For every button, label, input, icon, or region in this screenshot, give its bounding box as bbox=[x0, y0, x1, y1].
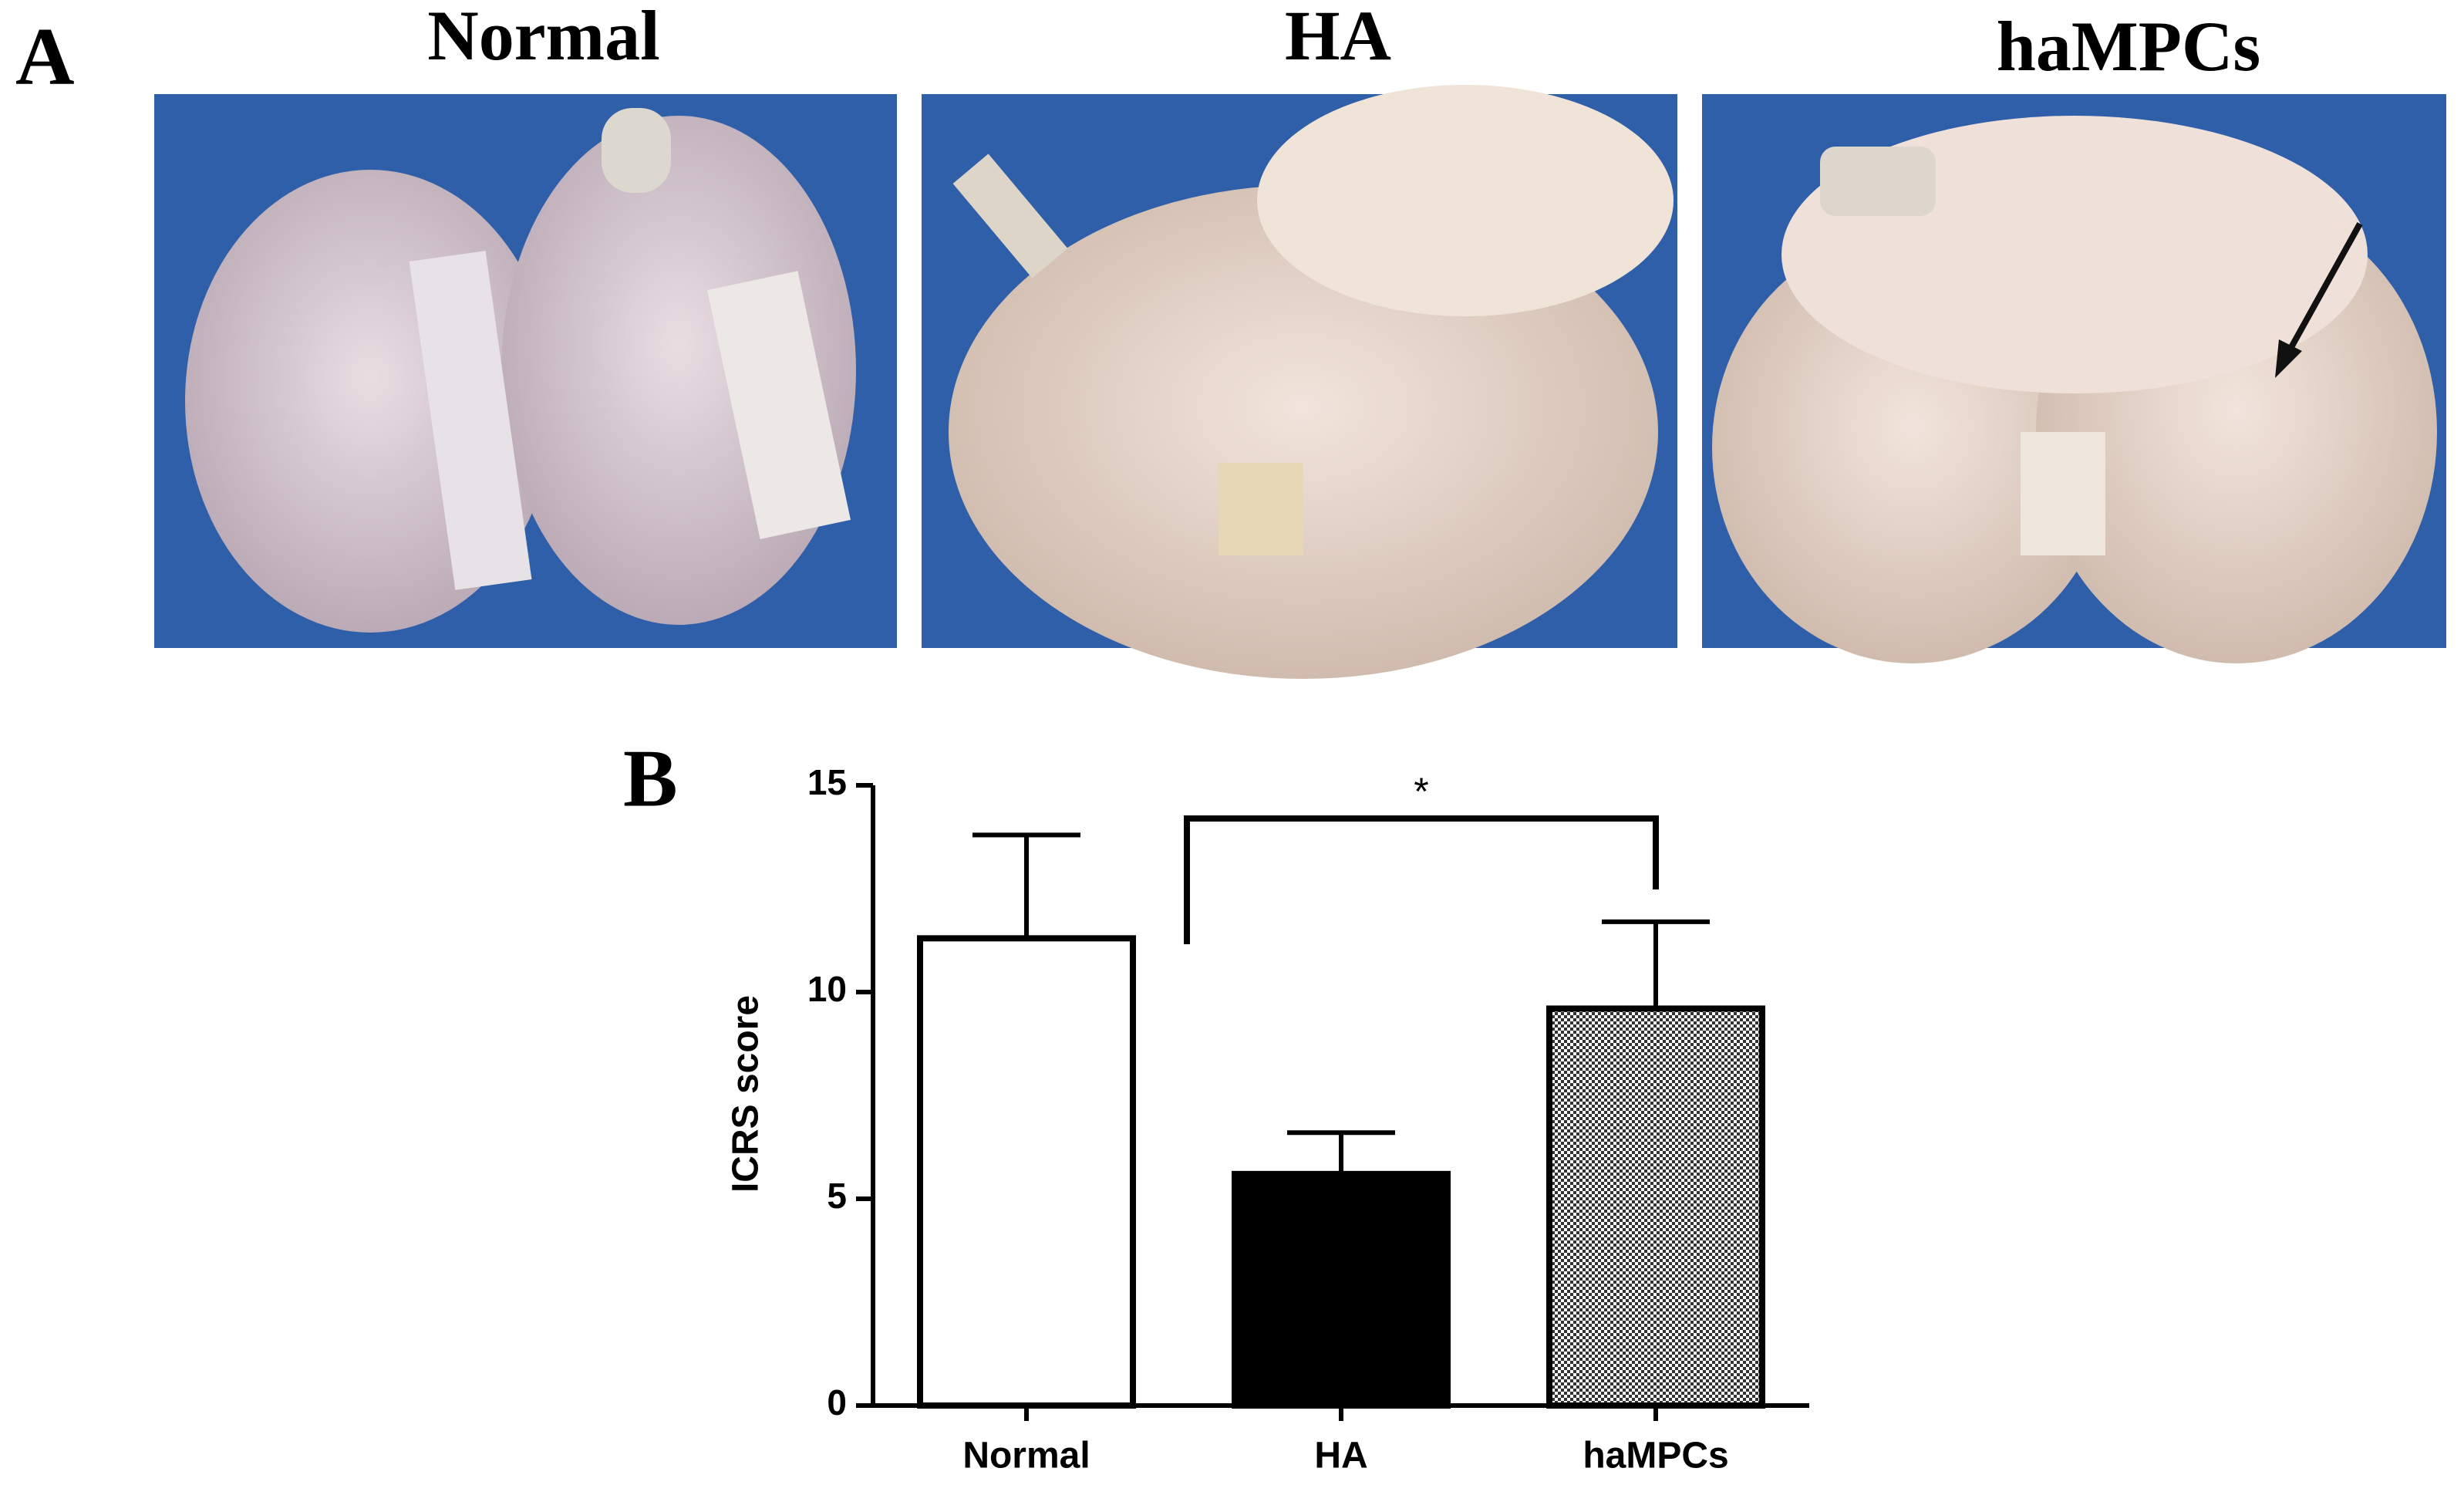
y-tick-label: 5 bbox=[827, 1176, 847, 1216]
annotation: * bbox=[1414, 770, 1428, 813]
photo bbox=[922, 85, 1677, 679]
y-axis-label: ICRS score bbox=[726, 995, 767, 1193]
photo-title: Normal bbox=[427, 0, 659, 75]
bar bbox=[1546, 1005, 1765, 1409]
photo bbox=[1702, 94, 2446, 663]
y-tick-label: 10 bbox=[807, 969, 847, 1009]
panel-label: A bbox=[15, 11, 75, 101]
photo-title: haMPCs bbox=[1997, 7, 2260, 86]
panel-label: B bbox=[623, 733, 678, 823]
x-tick-label: HA bbox=[1314, 1436, 1367, 1477]
bar bbox=[917, 935, 1136, 1409]
y-tick-label: 0 bbox=[827, 1382, 847, 1423]
x-tick-label: Normal bbox=[962, 1436, 1090, 1477]
significance-bracket bbox=[1184, 815, 1659, 944]
bar bbox=[1232, 1170, 1451, 1409]
x-tick-label: haMPCs bbox=[1583, 1436, 1728, 1477]
photo-title: HA bbox=[1285, 0, 1391, 75]
photo bbox=[154, 94, 897, 648]
y-tick-label: 15 bbox=[807, 762, 847, 802]
